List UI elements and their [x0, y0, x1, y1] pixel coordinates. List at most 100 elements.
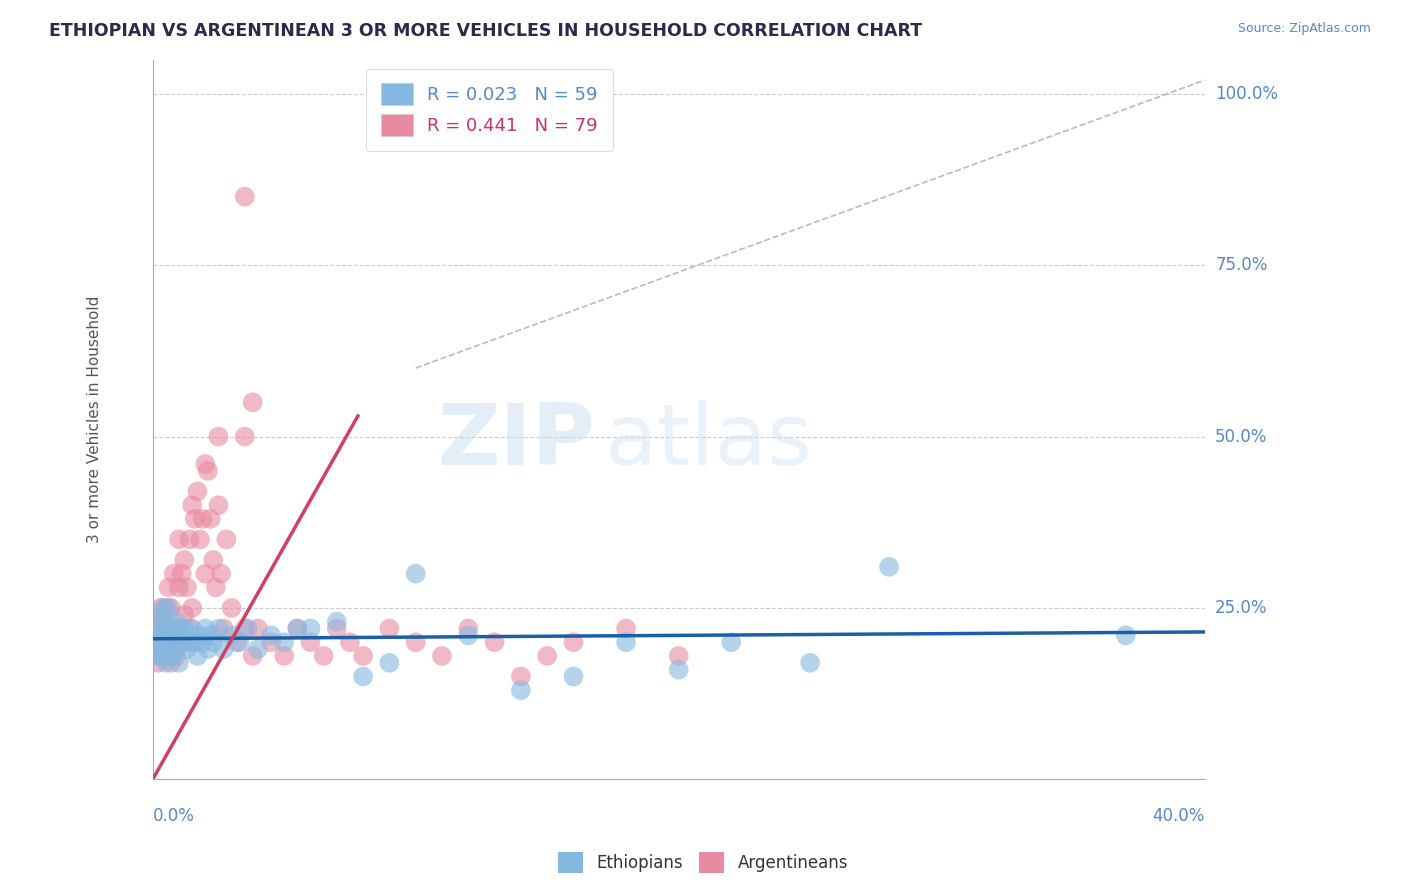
- Point: [163, 622, 186, 636]
- Point: [484, 635, 506, 649]
- Point: [163, 642, 186, 657]
- Point: [157, 622, 180, 636]
- Point: [176, 642, 198, 657]
- Point: [176, 635, 198, 649]
- Point: [562, 635, 585, 649]
- Point: [188, 533, 211, 547]
- Point: [146, 615, 169, 629]
- Text: 40.0%: 40.0%: [1153, 806, 1205, 825]
- Point: [160, 648, 183, 663]
- Point: [228, 635, 250, 649]
- Point: [155, 601, 177, 615]
- Point: [312, 648, 335, 663]
- Point: [181, 622, 204, 636]
- Point: [221, 628, 243, 642]
- Point: [179, 622, 201, 636]
- Point: [233, 429, 256, 443]
- Point: [1115, 628, 1137, 642]
- Text: 75.0%: 75.0%: [1215, 256, 1268, 274]
- Point: [720, 635, 742, 649]
- Point: [205, 581, 228, 595]
- Point: [157, 648, 180, 663]
- Point: [509, 669, 531, 683]
- Point: [157, 642, 180, 657]
- Point: [273, 648, 295, 663]
- Point: [197, 642, 219, 657]
- Point: [209, 566, 232, 581]
- Point: [143, 622, 166, 636]
- Point: [146, 635, 169, 649]
- Point: [207, 622, 229, 636]
- Point: [167, 581, 190, 595]
- Point: [509, 683, 531, 698]
- Legend: R = 0.023   N = 59, R = 0.441   N = 79: R = 0.023 N = 59, R = 0.441 N = 79: [366, 69, 613, 151]
- Point: [352, 648, 374, 663]
- Point: [299, 622, 322, 636]
- Point: [260, 635, 283, 649]
- Point: [184, 635, 207, 649]
- Point: [233, 622, 256, 636]
- Point: [157, 622, 180, 636]
- Point: [184, 512, 207, 526]
- Point: [152, 601, 174, 615]
- Point: [170, 635, 193, 649]
- Point: [285, 622, 308, 636]
- Point: [236, 622, 259, 636]
- Point: [146, 648, 169, 663]
- Point: [157, 601, 180, 615]
- Point: [160, 601, 183, 615]
- Point: [163, 635, 186, 649]
- Point: [378, 622, 401, 636]
- Point: [225, 635, 247, 649]
- Point: [299, 635, 322, 649]
- Point: [167, 622, 190, 636]
- Point: [457, 628, 479, 642]
- Point: [212, 642, 235, 657]
- Point: [176, 581, 198, 595]
- Point: [173, 622, 195, 636]
- Point: [242, 648, 264, 663]
- Point: [143, 622, 166, 636]
- Point: [143, 642, 166, 657]
- Point: [152, 648, 174, 663]
- Point: [149, 607, 172, 622]
- Point: [191, 512, 214, 526]
- Text: 0.0%: 0.0%: [153, 806, 194, 825]
- Point: [246, 642, 269, 657]
- Point: [149, 628, 172, 642]
- Point: [157, 581, 180, 595]
- Point: [202, 553, 225, 567]
- Point: [165, 628, 187, 642]
- Point: [155, 622, 177, 636]
- Point: [200, 512, 222, 526]
- Point: [152, 635, 174, 649]
- Point: [165, 648, 187, 663]
- Point: [614, 635, 637, 649]
- Point: [184, 635, 207, 649]
- Point: [181, 601, 204, 615]
- Point: [173, 553, 195, 567]
- Point: [170, 566, 193, 581]
- Point: [197, 464, 219, 478]
- Text: 100.0%: 100.0%: [1215, 85, 1278, 103]
- Point: [614, 622, 637, 636]
- Point: [668, 648, 690, 663]
- Point: [165, 615, 187, 629]
- Point: [163, 566, 186, 581]
- Point: [212, 622, 235, 636]
- Point: [352, 669, 374, 683]
- Point: [246, 622, 269, 636]
- Point: [188, 628, 211, 642]
- Text: ETHIOPIAN VS ARGENTINEAN 3 OR MORE VEHICLES IN HOUSEHOLD CORRELATION CHART: ETHIOPIAN VS ARGENTINEAN 3 OR MORE VEHIC…: [49, 22, 922, 40]
- Point: [163, 622, 186, 636]
- Text: 25.0%: 25.0%: [1215, 599, 1268, 617]
- Point: [186, 484, 208, 499]
- Text: Source: ZipAtlas.com: Source: ZipAtlas.com: [1237, 22, 1371, 36]
- Point: [457, 622, 479, 636]
- Text: ZIP: ZIP: [437, 400, 595, 483]
- Point: [149, 601, 172, 615]
- Point: [181, 498, 204, 512]
- Text: 50.0%: 50.0%: [1215, 427, 1268, 446]
- Point: [146, 656, 169, 670]
- Point: [194, 622, 217, 636]
